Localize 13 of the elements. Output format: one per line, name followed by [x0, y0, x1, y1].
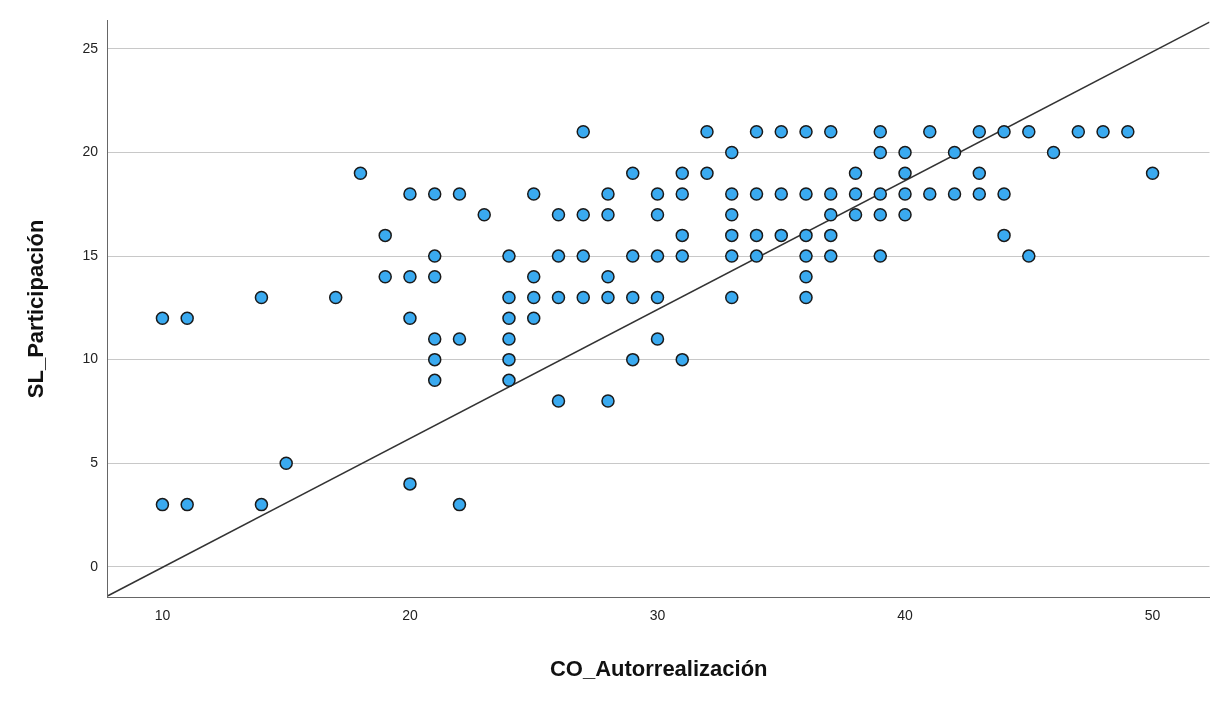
y-tick-label: 10 [82, 350, 99, 367]
y-tick-label: 0 [90, 557, 99, 574]
x-tick-label: 30 [649, 607, 666, 624]
x-tick-label: 40 [897, 607, 914, 624]
x-tick-label: 20 [402, 607, 418, 624]
y-tick-label: 15 [82, 246, 99, 263]
y-tick-label: 25 [82, 39, 99, 56]
x-tick-label: 10 [154, 607, 171, 624]
y-tick-label: 5 [90, 454, 99, 471]
y-axis-title: SL_Participación [23, 219, 49, 399]
y-tick-label: 20 [82, 143, 99, 160]
x-axis-title: CO_Autorrealización [549, 655, 768, 681]
x-tick-label: 50 [1144, 607, 1161, 624]
